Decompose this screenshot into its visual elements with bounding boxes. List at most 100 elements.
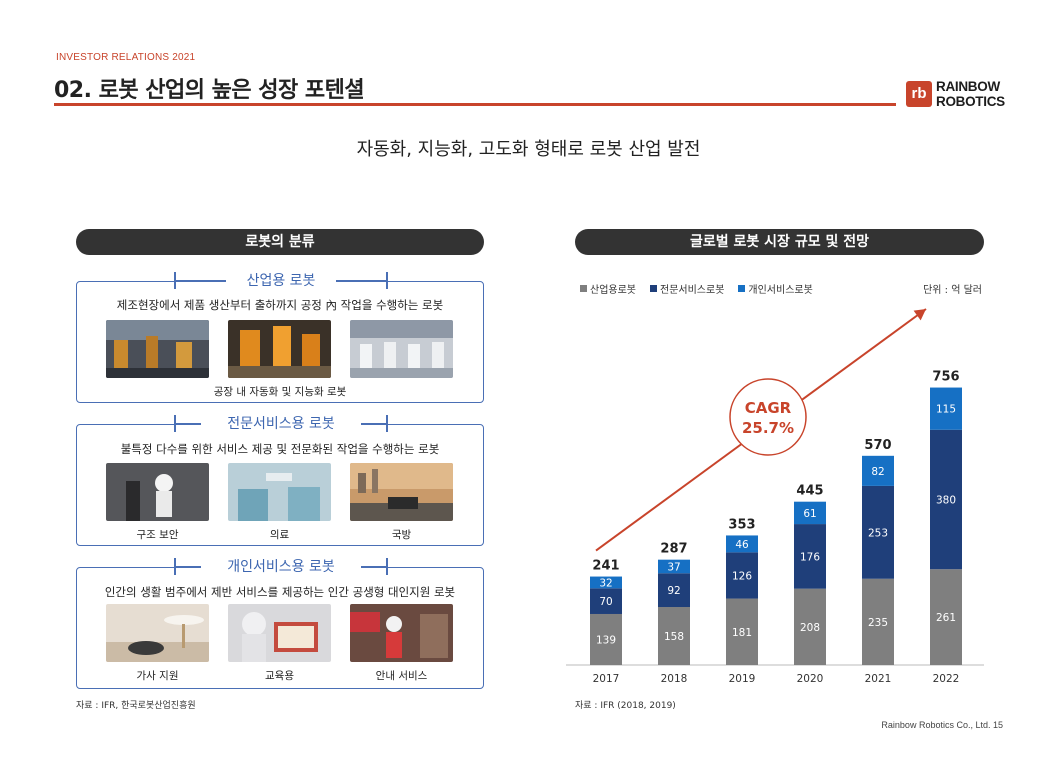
segment-value-label: 380 — [936, 494, 956, 506]
legend-item: 전문서비스로봇 — [650, 281, 724, 296]
bar-segment — [658, 559, 690, 574]
segment-value-label: 208 — [800, 622, 820, 634]
segment-value-label: 61 — [803, 508, 816, 520]
segment-value-label: 92 — [667, 585, 680, 597]
bar-segment — [794, 588, 826, 665]
defense-robot-photo — [350, 463, 453, 521]
legend-label: 전문서비스로봇 — [660, 285, 725, 296]
category-title: 전문서비스용 로봇 — [201, 413, 361, 433]
left-source-note: 자료 : IFR, 한국로봇산업진흥원 — [76, 701, 196, 711]
unit-label: 단위 : 억 달러 — [923, 285, 982, 296]
bar-segment — [930, 429, 962, 570]
x-tick-label: 2020 — [797, 673, 824, 685]
total-value-label: 241 — [592, 559, 619, 574]
segment-value-label: 176 — [800, 551, 820, 563]
category-header-professional: 전문서비스용 로봇 — [76, 413, 484, 435]
segment-value-label: 181 — [732, 627, 752, 639]
page-title: 02. 로봇 산업의 높은 성장 포텐셜 — [54, 78, 365, 103]
category-title: 산업용 로봇 — [226, 270, 336, 290]
bar-segment — [794, 524, 826, 589]
total-value-label: 756 — [932, 370, 959, 385]
category-desc: 제조현장에서 제품 생산부터 출하까지 공정 內 작업을 수행하는 로봇 — [116, 298, 444, 312]
segment-value-label: 115 — [936, 404, 956, 416]
guide-robot-photo — [350, 604, 453, 662]
legend-label: 산업용로봇 — [590, 285, 636, 296]
segment-value-label: 139 — [596, 634, 616, 646]
total-value-label: 570 — [864, 438, 891, 453]
bar-segment — [794, 501, 826, 525]
category-header-personal: 개인서비스용 로봇 — [76, 556, 484, 578]
chart-legend: 산업용로봇 전문서비스로봇 개인서비스로봇 — [580, 281, 813, 296]
category-header-industrial: 산업용 로봇 — [76, 270, 484, 292]
segment-value-label: 32 — [599, 577, 612, 589]
x-tick-label: 2022 — [933, 673, 960, 685]
segment-value-label: 37 — [667, 561, 680, 573]
total-value-label: 287 — [660, 542, 687, 557]
bar-segment — [862, 455, 894, 486]
legend-label: 개인서비스로봇 — [748, 285, 813, 296]
bar-segment — [726, 598, 758, 665]
photo-caption: 의료 — [269, 529, 290, 541]
total-value-label: 445 — [796, 484, 823, 499]
x-tick-label: 2018 — [661, 673, 688, 685]
category-title: 개인서비스용 로봇 — [201, 556, 361, 576]
photo-caption: 안내 서비스 — [375, 670, 428, 682]
photo-caption: 국방 — [391, 529, 412, 541]
segment-value-label: 235 — [868, 617, 888, 629]
legend-swatch — [580, 285, 587, 292]
photo-caption: 교육용 — [265, 670, 294, 682]
page-footer: Rainbow Robotics Co., Ltd. 15 — [881, 720, 1003, 730]
bar-segment — [726, 535, 758, 553]
segment-value-label: 158 — [664, 631, 684, 643]
photo-caption: 공장 내 자동화 및 지능화 로봇 — [213, 386, 347, 398]
category-desc: 불특정 다수를 위한 서비스 제공 및 전문화된 작업을 수행하는 로봇 — [120, 442, 440, 456]
housework-robot-photo — [106, 604, 209, 662]
logo-line-1: RAINBOW — [936, 79, 1000, 94]
legend-item: 개인서비스로봇 — [738, 281, 813, 296]
logo-mark: rb — [906, 81, 932, 107]
classification-pill: 로봇의 분류 — [76, 229, 484, 255]
rescue-robot-photo — [106, 463, 209, 521]
segment-value-label: 82 — [871, 466, 884, 478]
total-value-label: 353 — [728, 517, 755, 532]
bar-segment — [590, 588, 622, 614]
x-tick-label: 2019 — [729, 673, 756, 685]
growth-arrow-head — [913, 309, 926, 321]
segment-value-label: 126 — [732, 570, 752, 582]
x-tick-label: 2021 — [865, 673, 892, 685]
segment-value-label: 70 — [599, 596, 612, 608]
legend-item: 산업용로봇 — [580, 281, 636, 296]
photo-caption: 구조 보안 — [136, 529, 179, 541]
bar-segment — [930, 569, 962, 665]
bar-segment — [862, 578, 894, 665]
ir-label: INVESTOR RELATIONS 2021 — [56, 52, 196, 63]
bar-segment — [862, 485, 894, 579]
slide-subtitle: 자동화, 지능화, 고도화 형태로 로봇 산업 발전 — [356, 139, 701, 160]
market-pill: 글로벌 로봇 시장 규모 및 전망 — [575, 229, 984, 255]
company-logo: rb RAINBOW ROBOTICS — [906, 79, 1016, 113]
education-robot-photo — [228, 604, 331, 662]
factory-photo-3 — [350, 320, 453, 378]
legend-swatch — [738, 285, 746, 292]
cagr-circle — [729, 378, 807, 456]
segment-value-label: 253 — [868, 527, 888, 539]
bar-segment — [658, 573, 690, 608]
market-size-chart: 139 70 32 241 2017 158 92 37 287 2018 181 126 46 353 2… — [566, 308, 984, 685]
bar-segment — [590, 613, 622, 665]
bar-segment — [930, 387, 962, 430]
logo-text: RAINBOW ROBOTICS — [936, 79, 1005, 109]
right-source-note: 자료 : IFR (2018, 2019) — [575, 701, 676, 711]
bar-segment — [590, 576, 622, 589]
title-divider — [54, 103, 896, 106]
medical-robot-photo — [228, 463, 331, 521]
legend-swatch — [650, 285, 657, 292]
factory-photo-2 — [228, 320, 331, 378]
photo-caption: 가사 지원 — [136, 670, 179, 682]
cagr-value: 25.7% — [742, 419, 794, 437]
category-desc: 인간의 생활 범주에서 제반 서비스를 제공하는 인간 공생형 대인지원 로봇 — [104, 585, 456, 599]
bar-segment — [726, 552, 758, 599]
segment-value-label: 46 — [735, 539, 749, 551]
segment-value-label: 261 — [936, 612, 956, 624]
logo-line-2: ROBOTICS — [936, 94, 1005, 109]
factory-photo-1 — [106, 320, 209, 378]
